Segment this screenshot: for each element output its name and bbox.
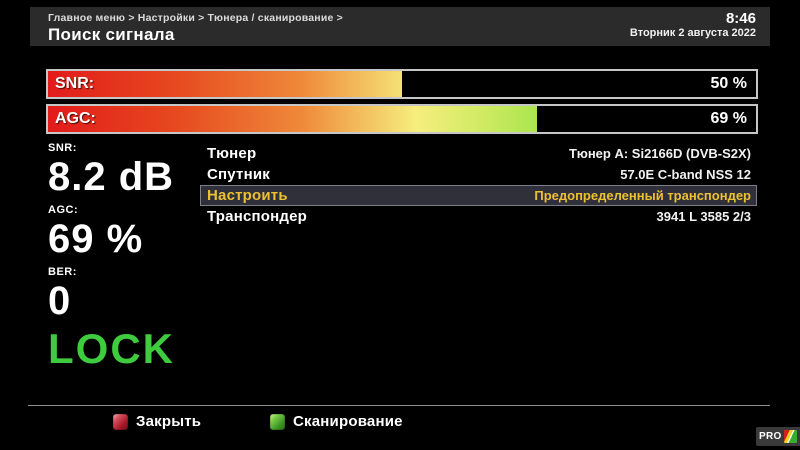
agc-bar-label: AGC: bbox=[55, 110, 96, 127]
ber-stat-label: BER: bbox=[48, 266, 77, 278]
scan-button-label: Сканирование bbox=[293, 413, 403, 430]
clock-date: Вторник 2 августа 2022 bbox=[629, 27, 756, 39]
snr-stat-value: 8.2 dB bbox=[48, 155, 175, 199]
red-key-icon bbox=[113, 413, 128, 430]
page-title: Поиск сигнала bbox=[48, 25, 175, 44]
row-label: Тюнер bbox=[207, 145, 257, 162]
signal-stats-panel: SNR: 8.2 dB AGC: 69 % BER: 0 LOCK bbox=[48, 142, 208, 372]
agc-bar-value: 69 % bbox=[710, 110, 747, 127]
snr-stat-label: SNR: bbox=[48, 142, 77, 154]
agc-stat-label: AGC: bbox=[48, 204, 79, 216]
clock-time: 8:46 bbox=[725, 10, 756, 27]
settings-row-tuner[interactable]: Тюнер Тюнер A: Si2166D (DVB-S2X) bbox=[200, 143, 757, 164]
footer-divider bbox=[28, 405, 770, 406]
ber-stat-value: 0 bbox=[48, 279, 72, 323]
snr-progress-bar: SNR: 50 % bbox=[46, 69, 758, 99]
close-button-label: Закрыть bbox=[136, 413, 202, 430]
settings-row-configure-selected[interactable]: Настроить Предопределенный транспондер bbox=[200, 185, 757, 206]
row-label: Транспондер bbox=[207, 208, 308, 225]
green-key-icon bbox=[270, 413, 285, 430]
snr-bar-value: 50 % bbox=[710, 75, 747, 92]
agc-progress-bar: AGC: 69 % bbox=[46, 104, 758, 134]
clock: 8:46 Вторник 2 августа 2022 bbox=[630, 11, 756, 40]
scan-button[interactable]: Сканирование bbox=[270, 413, 403, 430]
row-value: Тюнер A: Si2166D (DVB-S2X) bbox=[568, 146, 751, 161]
brand-logo-text: PRO bbox=[759, 431, 782, 442]
agc-stat-value: 69 % bbox=[48, 217, 144, 261]
row-label: Настроить bbox=[207, 187, 288, 204]
row-label: Спутник bbox=[207, 166, 270, 183]
tuner-settings-list: Тюнер Тюнер A: Si2166D (DVB-S2X) Спутник… bbox=[200, 143, 757, 227]
agc-bar-unfilled bbox=[536, 106, 756, 132]
settings-row-satellite[interactable]: Спутник 57.0E C-band NSS 12 bbox=[200, 164, 757, 185]
close-button[interactable]: Закрыть bbox=[113, 413, 201, 430]
brand-logo: PRO bbox=[756, 427, 800, 446]
settings-row-transponder[interactable]: Транспондер 3941 L 3585 2/3 bbox=[200, 206, 757, 227]
lock-status: LOCK bbox=[48, 325, 175, 372]
brand-logo-icon bbox=[783, 430, 797, 443]
breadcrumb: Главное меню > Настройки > Тюнера / скан… bbox=[48, 12, 343, 24]
row-value: Предопределенный транспондер bbox=[534, 188, 751, 203]
row-value: 57.0E C-band NSS 12 bbox=[620, 167, 751, 182]
header-bar: Главное меню > Настройки > Тюнера / скан… bbox=[30, 7, 770, 46]
row-value: 3941 L 3585 2/3 bbox=[656, 209, 751, 224]
snr-bar-unfilled bbox=[402, 71, 756, 97]
snr-bar-label: SNR: bbox=[55, 75, 95, 92]
